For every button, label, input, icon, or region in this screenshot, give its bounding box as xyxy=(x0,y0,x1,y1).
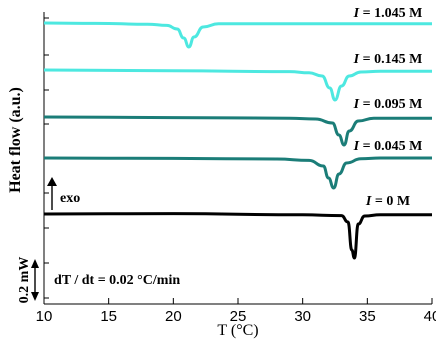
series-label: I = 0.145 M xyxy=(353,52,423,67)
x-tick-label: 25 xyxy=(230,308,247,325)
x-tick-group: 10 15 20 25 30 35 40 xyxy=(36,298,436,325)
x-tick-label: 40 xyxy=(424,308,436,325)
x-axis-title: T (°C) xyxy=(217,322,258,339)
x-tick-label: 30 xyxy=(294,308,311,325)
exo-arrow-head xyxy=(47,177,57,186)
scale-bar-label: 0.2 mW xyxy=(17,257,32,304)
scale-bar-arrow-bottom xyxy=(31,292,39,301)
series-label: I = 1.045 M xyxy=(353,6,423,21)
series-group xyxy=(43,21,432,260)
x-tick-label: 10 xyxy=(36,308,53,325)
x-tick-label: 35 xyxy=(359,308,376,325)
scale-bar-arrow-top xyxy=(31,259,39,268)
series-label: I = 0.095 M xyxy=(353,97,423,112)
rate-label: dT / dt = 0.02 °C/min xyxy=(54,273,180,288)
series-line xyxy=(43,21,432,49)
exo-label: exo xyxy=(60,191,80,206)
x-tick-label: 15 xyxy=(100,308,117,325)
x-tick-label: 20 xyxy=(165,308,182,325)
series-label: I = 0.045 M xyxy=(353,139,423,154)
series-label-group: I = 1.045 M I = 0.145 M I = 0.095 M I = 0.0… xyxy=(353,6,423,209)
series-line xyxy=(43,115,432,147)
series-label: I = 0 M xyxy=(365,194,410,209)
y-tick-group xyxy=(44,17,49,299)
y-axis-title: Heat flow (a.u.) xyxy=(7,87,24,193)
series-line xyxy=(43,212,432,260)
series-line xyxy=(43,156,432,190)
series-line xyxy=(43,68,432,102)
